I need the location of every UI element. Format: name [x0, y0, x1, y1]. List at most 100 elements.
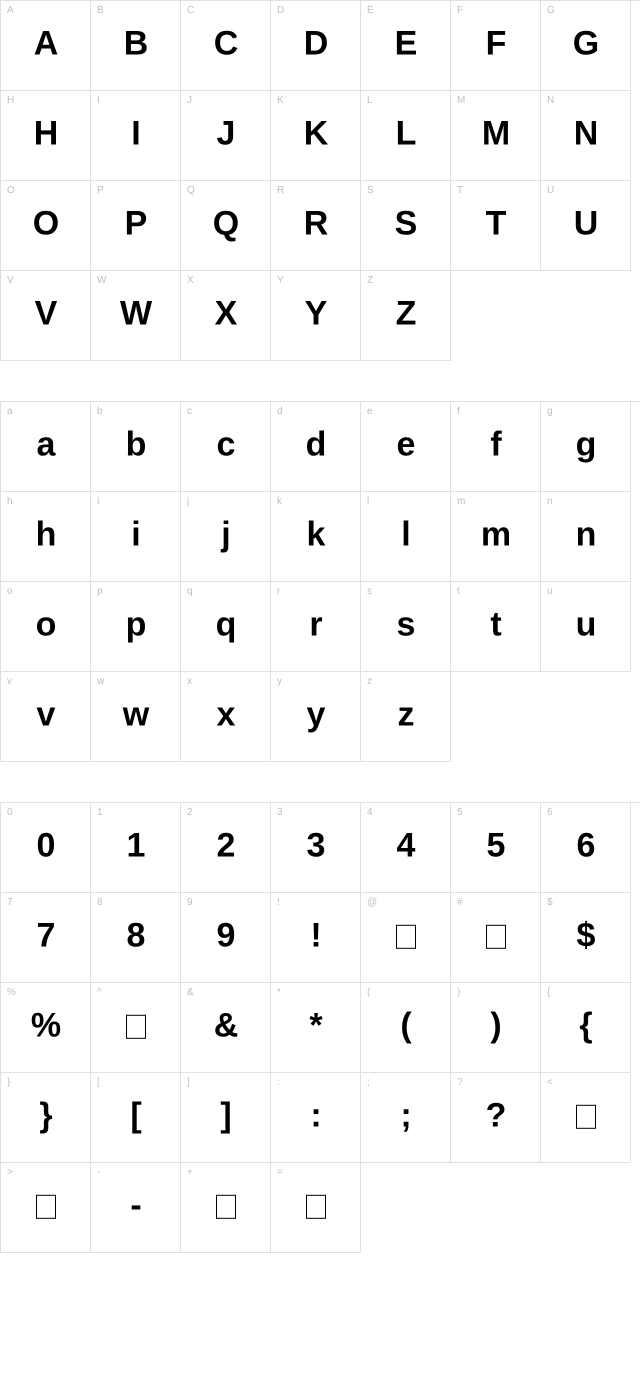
- glyph: $: [577, 916, 595, 955]
- cell-label: @: [367, 897, 377, 908]
- cell-label: z: [367, 676, 372, 687]
- glyph: L: [396, 114, 416, 153]
- glyph: Q: [213, 204, 238, 243]
- cell-label: +: [187, 1167, 193, 1178]
- glyph: 7: [37, 916, 55, 955]
- glyph: A: [34, 24, 58, 63]
- glyph-cell: JJ: [181, 91, 271, 181]
- glyph-cell: dd: [271, 402, 361, 492]
- glyph-cell: KK: [271, 91, 361, 181]
- glyph-cell: UU: [541, 181, 631, 271]
- cell-label: E: [367, 5, 374, 16]
- cell-label: ]: [187, 1077, 190, 1088]
- glyph: d: [306, 425, 326, 464]
- cell-label: p: [97, 586, 103, 597]
- glyph: -: [130, 1186, 140, 1225]
- glyph: E: [395, 24, 417, 63]
- glyph-cell: CC: [181, 1, 271, 91]
- glyph-cell: 66: [541, 803, 631, 893]
- glyph: t: [490, 605, 500, 644]
- glyph: M: [482, 114, 509, 153]
- glyph: O: [33, 204, 58, 243]
- glyph-cell: --: [91, 1163, 181, 1253]
- cell-label: Z: [367, 275, 373, 286]
- glyph: J: [217, 114, 235, 153]
- cell-label: J: [187, 95, 192, 106]
- cell-label: m: [457, 496, 465, 507]
- cell-label: P: [97, 185, 104, 196]
- glyph: C: [214, 24, 238, 63]
- cell-label: h: [7, 496, 13, 507]
- glyph: I: [131, 114, 139, 153]
- glyph: 5: [487, 826, 505, 865]
- glyph: [: [130, 1096, 140, 1135]
- glyph-cell: ??: [451, 1073, 541, 1163]
- glyph-cell: rr: [271, 582, 361, 672]
- cell-label: }: [7, 1077, 10, 1088]
- glyph-cell: DD: [271, 1, 361, 91]
- glyph: Z: [396, 294, 416, 333]
- glyph: e: [397, 425, 415, 464]
- glyph-cell: }}: [1, 1073, 91, 1163]
- glyph-cell: gg: [541, 402, 631, 492]
- glyph-cell: AA: [1, 1, 91, 91]
- glyph: K: [304, 114, 328, 153]
- glyph-cell: TT: [451, 181, 541, 271]
- cell-label: o: [7, 586, 13, 597]
- glyph-grid: AABBCCDDEEFFGGHHIIJJKKLLMMNNOOPPQQRRSSTT…: [0, 0, 640, 361]
- glyph: f: [490, 425, 500, 464]
- glyph-cell: 99: [181, 893, 271, 983]
- cell-label: [: [97, 1077, 100, 1088]
- glyph-cell: kk: [271, 492, 361, 582]
- glyph: u: [576, 605, 596, 644]
- cell-label: c: [187, 406, 192, 417]
- glyph-cell: QQ: [181, 181, 271, 271]
- glyph-cell: mm: [451, 492, 541, 582]
- glyph-cell: YY: [271, 271, 361, 361]
- glyph: g: [576, 425, 596, 464]
- character-map-root: AABBCCDDEEFFGGHHIIJJKKLLMMNNOOPPQQRRSSTT…: [0, 0, 640, 1253]
- missing-glyph-box: [576, 1104, 596, 1128]
- cell-label: 7: [7, 897, 13, 908]
- glyph: a: [37, 425, 55, 464]
- cell-label: B: [97, 5, 104, 16]
- cell-label: f: [457, 406, 460, 417]
- glyph-cell: qq: [181, 582, 271, 672]
- glyph-cell: <: [541, 1073, 631, 1163]
- glyph-cell: FF: [451, 1, 541, 91]
- glyph-cell: tt: [451, 582, 541, 672]
- glyph-cell: jj: [181, 492, 271, 582]
- cell-label: K: [277, 95, 284, 106]
- glyph: %: [31, 1006, 60, 1045]
- cell-label: q: [187, 586, 193, 597]
- glyph-cell: ll: [361, 492, 451, 582]
- cell-label: <: [547, 1077, 553, 1088]
- glyph: :: [310, 1096, 320, 1135]
- glyph-cell: cc: [181, 402, 271, 492]
- cell-label: y: [277, 676, 282, 687]
- glyph-cell: aa: [1, 402, 91, 492]
- glyph: ;: [400, 1096, 410, 1135]
- glyph-cell: 22: [181, 803, 271, 893]
- glyph: S: [395, 204, 417, 243]
- cell-label: 4: [367, 807, 373, 818]
- cell-label: x: [187, 676, 192, 687]
- glyph: q: [216, 605, 236, 644]
- glyph-cell: 33: [271, 803, 361, 893]
- glyph: ]: [220, 1096, 230, 1135]
- missing-glyph-box: [396, 924, 416, 948]
- glyph: G: [573, 24, 598, 63]
- glyph: Y: [305, 294, 327, 333]
- missing-glyph-box: [216, 1194, 236, 1218]
- cell-label: A: [7, 5, 14, 16]
- glyph-cell: BB: [91, 1, 181, 91]
- glyph: x: [217, 695, 235, 734]
- glyph-cell: PP: [91, 181, 181, 271]
- cell-label: L: [367, 95, 373, 106]
- cell-label: ): [457, 987, 460, 998]
- glyph-cell: zz: [361, 672, 451, 762]
- glyph-cell: ^: [91, 983, 181, 1073]
- glyph-cell: )): [451, 983, 541, 1073]
- glyph-cell: !!: [271, 893, 361, 983]
- glyph: 9: [217, 916, 235, 955]
